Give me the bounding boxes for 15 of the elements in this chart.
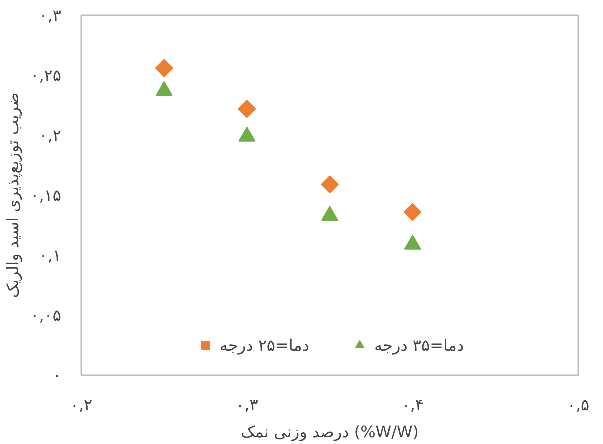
x-tick-label: ۰,۲ — [70, 396, 93, 414]
x-tick-label: ۰,۵ — [567, 396, 590, 414]
x-axis-title: درصد وزنی نمک (%W/W) — [240, 422, 420, 442]
x-tick-label: ۰,۴ — [402, 396, 424, 414]
y-tick-label: ۰,۳ — [39, 6, 62, 25]
y-tick-label: ۰ — [52, 366, 62, 385]
y-axis-title: ضریب توزیع‌پذیری اسید والریک — [4, 92, 23, 298]
y-tick-label: ۰,۱ — [39, 246, 62, 265]
legend-label: دما=۲۵ درجه — [220, 336, 310, 354]
y-tick-label: ۰,۲ — [39, 126, 62, 145]
y-tick-label: ۰,۲۵ — [30, 66, 62, 85]
y-tick-label: ۰,۱۵ — [30, 186, 62, 205]
x-tick-label: ۰,۳ — [236, 396, 259, 414]
legend-label: دما=۳۵ درجه — [374, 336, 464, 354]
y-tick-label: ۰,۰۵ — [30, 306, 62, 325]
